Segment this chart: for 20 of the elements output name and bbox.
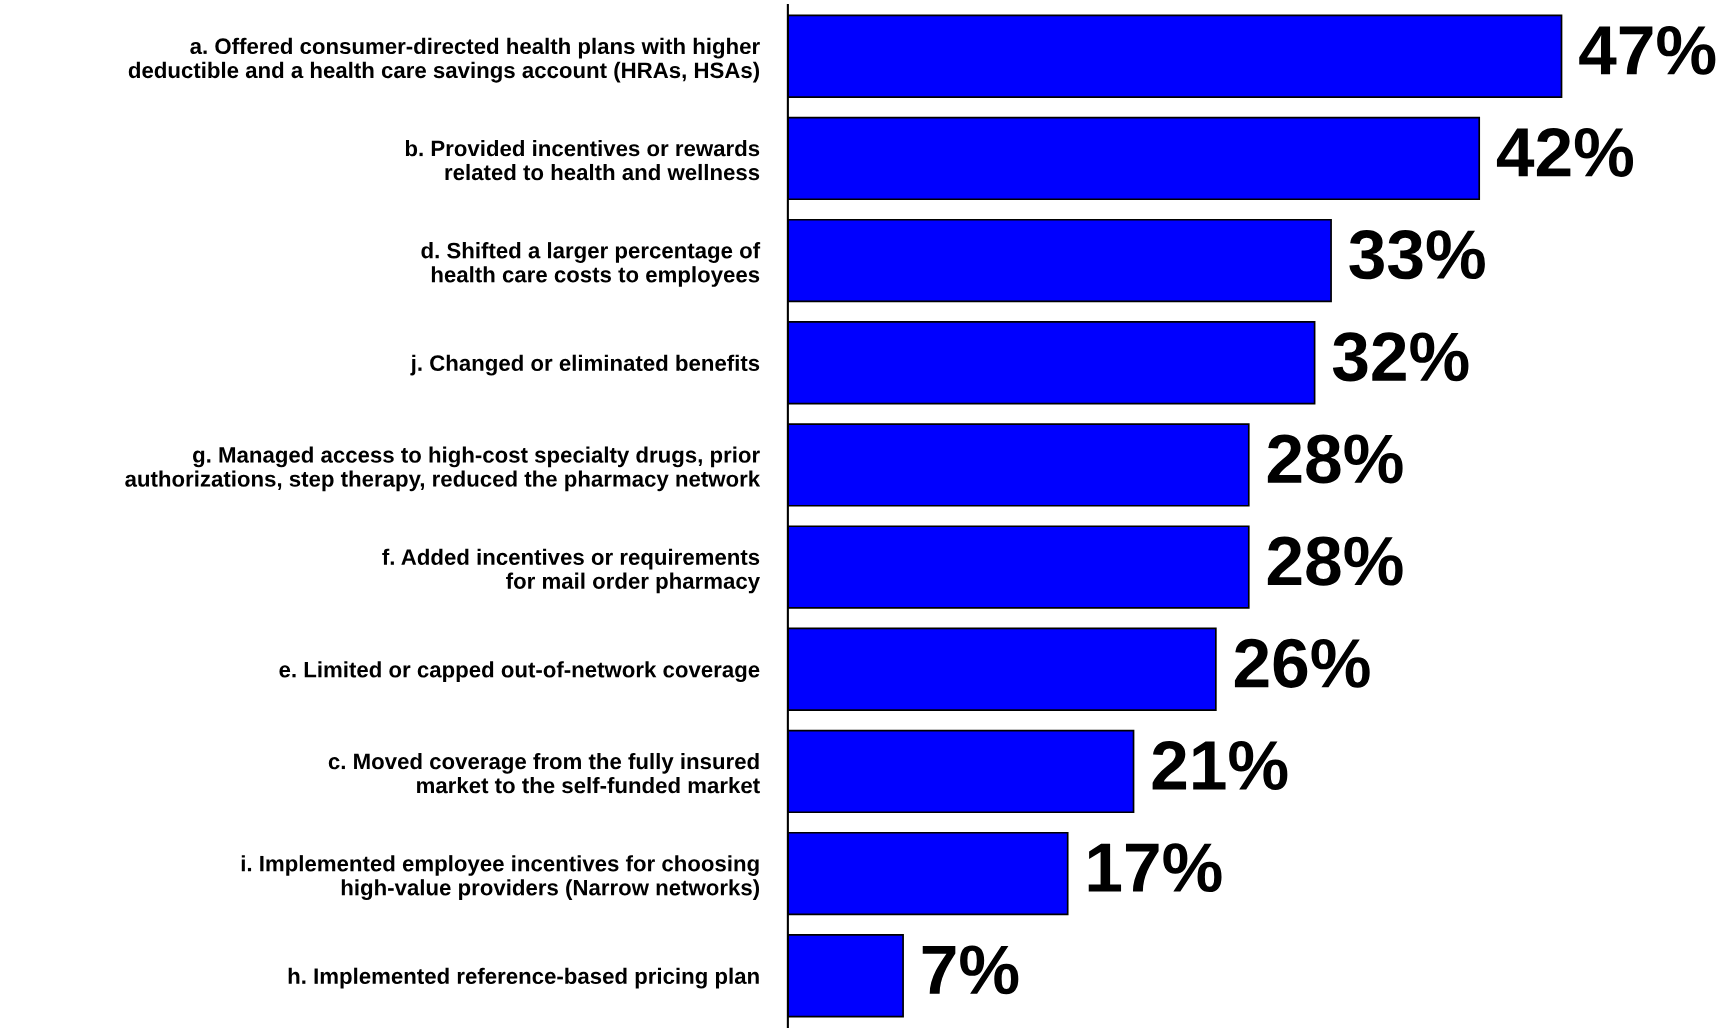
data-label: 33% bbox=[1349, 230, 1485, 280]
y-tick-label: j. Changed or eliminated benefits bbox=[410, 354, 760, 376]
y-tick-label: g. Managed access to high-cost specialty drugs, prior authorizations, step therapy, reduced the pharmacy network bbox=[125, 446, 761, 492]
y-tick-label: d. Shifted a larger percentage of health care costs to employees bbox=[421, 242, 761, 287]
data-label: 28% bbox=[1267, 536, 1403, 586]
y-tick-label: f. Added incentives or requirements for mail order pharmacy bbox=[382, 548, 760, 594]
data-label: 21% bbox=[1152, 740, 1288, 790]
data-label: 42% bbox=[1496, 127, 1634, 177]
y-tick-label: i. Implemented employee incentives for choosing high-value providers (Narrow networks) bbox=[241, 855, 760, 900]
y-tick-label: h. Implemented reference-based pricing plan bbox=[288, 967, 759, 989]
data-label: 26% bbox=[1234, 638, 1370, 688]
data-label: 28% bbox=[1267, 434, 1403, 484]
data-label: 32% bbox=[1332, 332, 1469, 382]
data-label: 7% bbox=[922, 945, 1019, 995]
y-tick-label: b. Provided incentives or rewards related to health and wellness bbox=[405, 140, 760, 181]
y-tick-label: a. Offered consumer-directed health plans with higher deductible and a health care savings account (HRAs, HSAs) bbox=[128, 37, 760, 83]
y-tick-label: e. Limited or capped out-of-network coverage bbox=[279, 661, 760, 683]
data-label: 47% bbox=[1579, 25, 1716, 75]
y-tick-label: c. Moved coverage from the fully insured market to the self-funded market bbox=[328, 752, 760, 794]
data-label: 17% bbox=[1088, 843, 1222, 893]
